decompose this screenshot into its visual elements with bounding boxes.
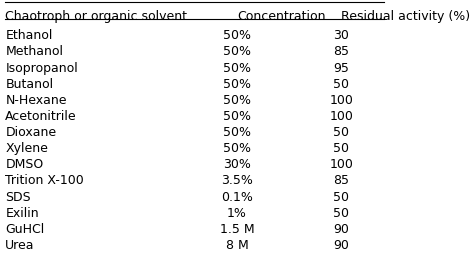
Text: Dioxane: Dioxane	[5, 126, 56, 139]
Text: 50%: 50%	[223, 126, 251, 139]
Text: 0.1%: 0.1%	[221, 191, 253, 204]
Text: 3.5%: 3.5%	[221, 174, 253, 187]
Text: 50%: 50%	[223, 78, 251, 91]
Text: SDS: SDS	[5, 191, 31, 204]
Text: 50%: 50%	[223, 142, 251, 155]
Text: GuHCl: GuHCl	[5, 223, 45, 236]
Text: Concentration: Concentration	[237, 10, 326, 23]
Text: 90: 90	[333, 239, 349, 252]
Text: 50%: 50%	[223, 45, 251, 58]
Text: 8 M: 8 M	[226, 239, 248, 252]
Text: 50: 50	[333, 126, 349, 139]
Text: Exilin: Exilin	[5, 207, 39, 220]
Text: 50%: 50%	[223, 61, 251, 74]
Text: Xylene: Xylene	[5, 142, 48, 155]
Text: Ethanol: Ethanol	[5, 29, 53, 42]
Text: 1%: 1%	[227, 207, 247, 220]
Text: Isopropanol: Isopropanol	[5, 61, 78, 74]
Text: 30%: 30%	[223, 158, 251, 171]
Text: N-Hexane: N-Hexane	[5, 94, 67, 107]
Text: Butanol: Butanol	[5, 78, 54, 91]
Text: 85: 85	[333, 45, 349, 58]
Text: Urea: Urea	[5, 239, 35, 252]
Text: DMSO: DMSO	[5, 158, 44, 171]
Text: 85: 85	[333, 174, 349, 187]
Text: 30: 30	[333, 29, 349, 42]
Text: Methanol: Methanol	[5, 45, 63, 58]
Text: 1.5 M: 1.5 M	[219, 223, 254, 236]
Text: Chaotroph or organic solvent: Chaotroph or organic solvent	[5, 10, 187, 23]
Text: 50: 50	[333, 207, 349, 220]
Text: 50: 50	[333, 191, 349, 204]
Text: 100: 100	[329, 110, 353, 123]
Text: Acetonitrile: Acetonitrile	[5, 110, 77, 123]
Text: 100: 100	[329, 94, 353, 107]
Text: 50%: 50%	[223, 29, 251, 42]
Text: 95: 95	[333, 61, 349, 74]
Text: 50: 50	[333, 78, 349, 91]
Text: 50%: 50%	[223, 110, 251, 123]
Text: 90: 90	[333, 223, 349, 236]
Text: 100: 100	[329, 158, 353, 171]
Text: 50%: 50%	[223, 94, 251, 107]
Text: Residual activity (%): Residual activity (%)	[341, 10, 470, 23]
Text: Trition X-100: Trition X-100	[5, 174, 84, 187]
Text: 50: 50	[333, 142, 349, 155]
